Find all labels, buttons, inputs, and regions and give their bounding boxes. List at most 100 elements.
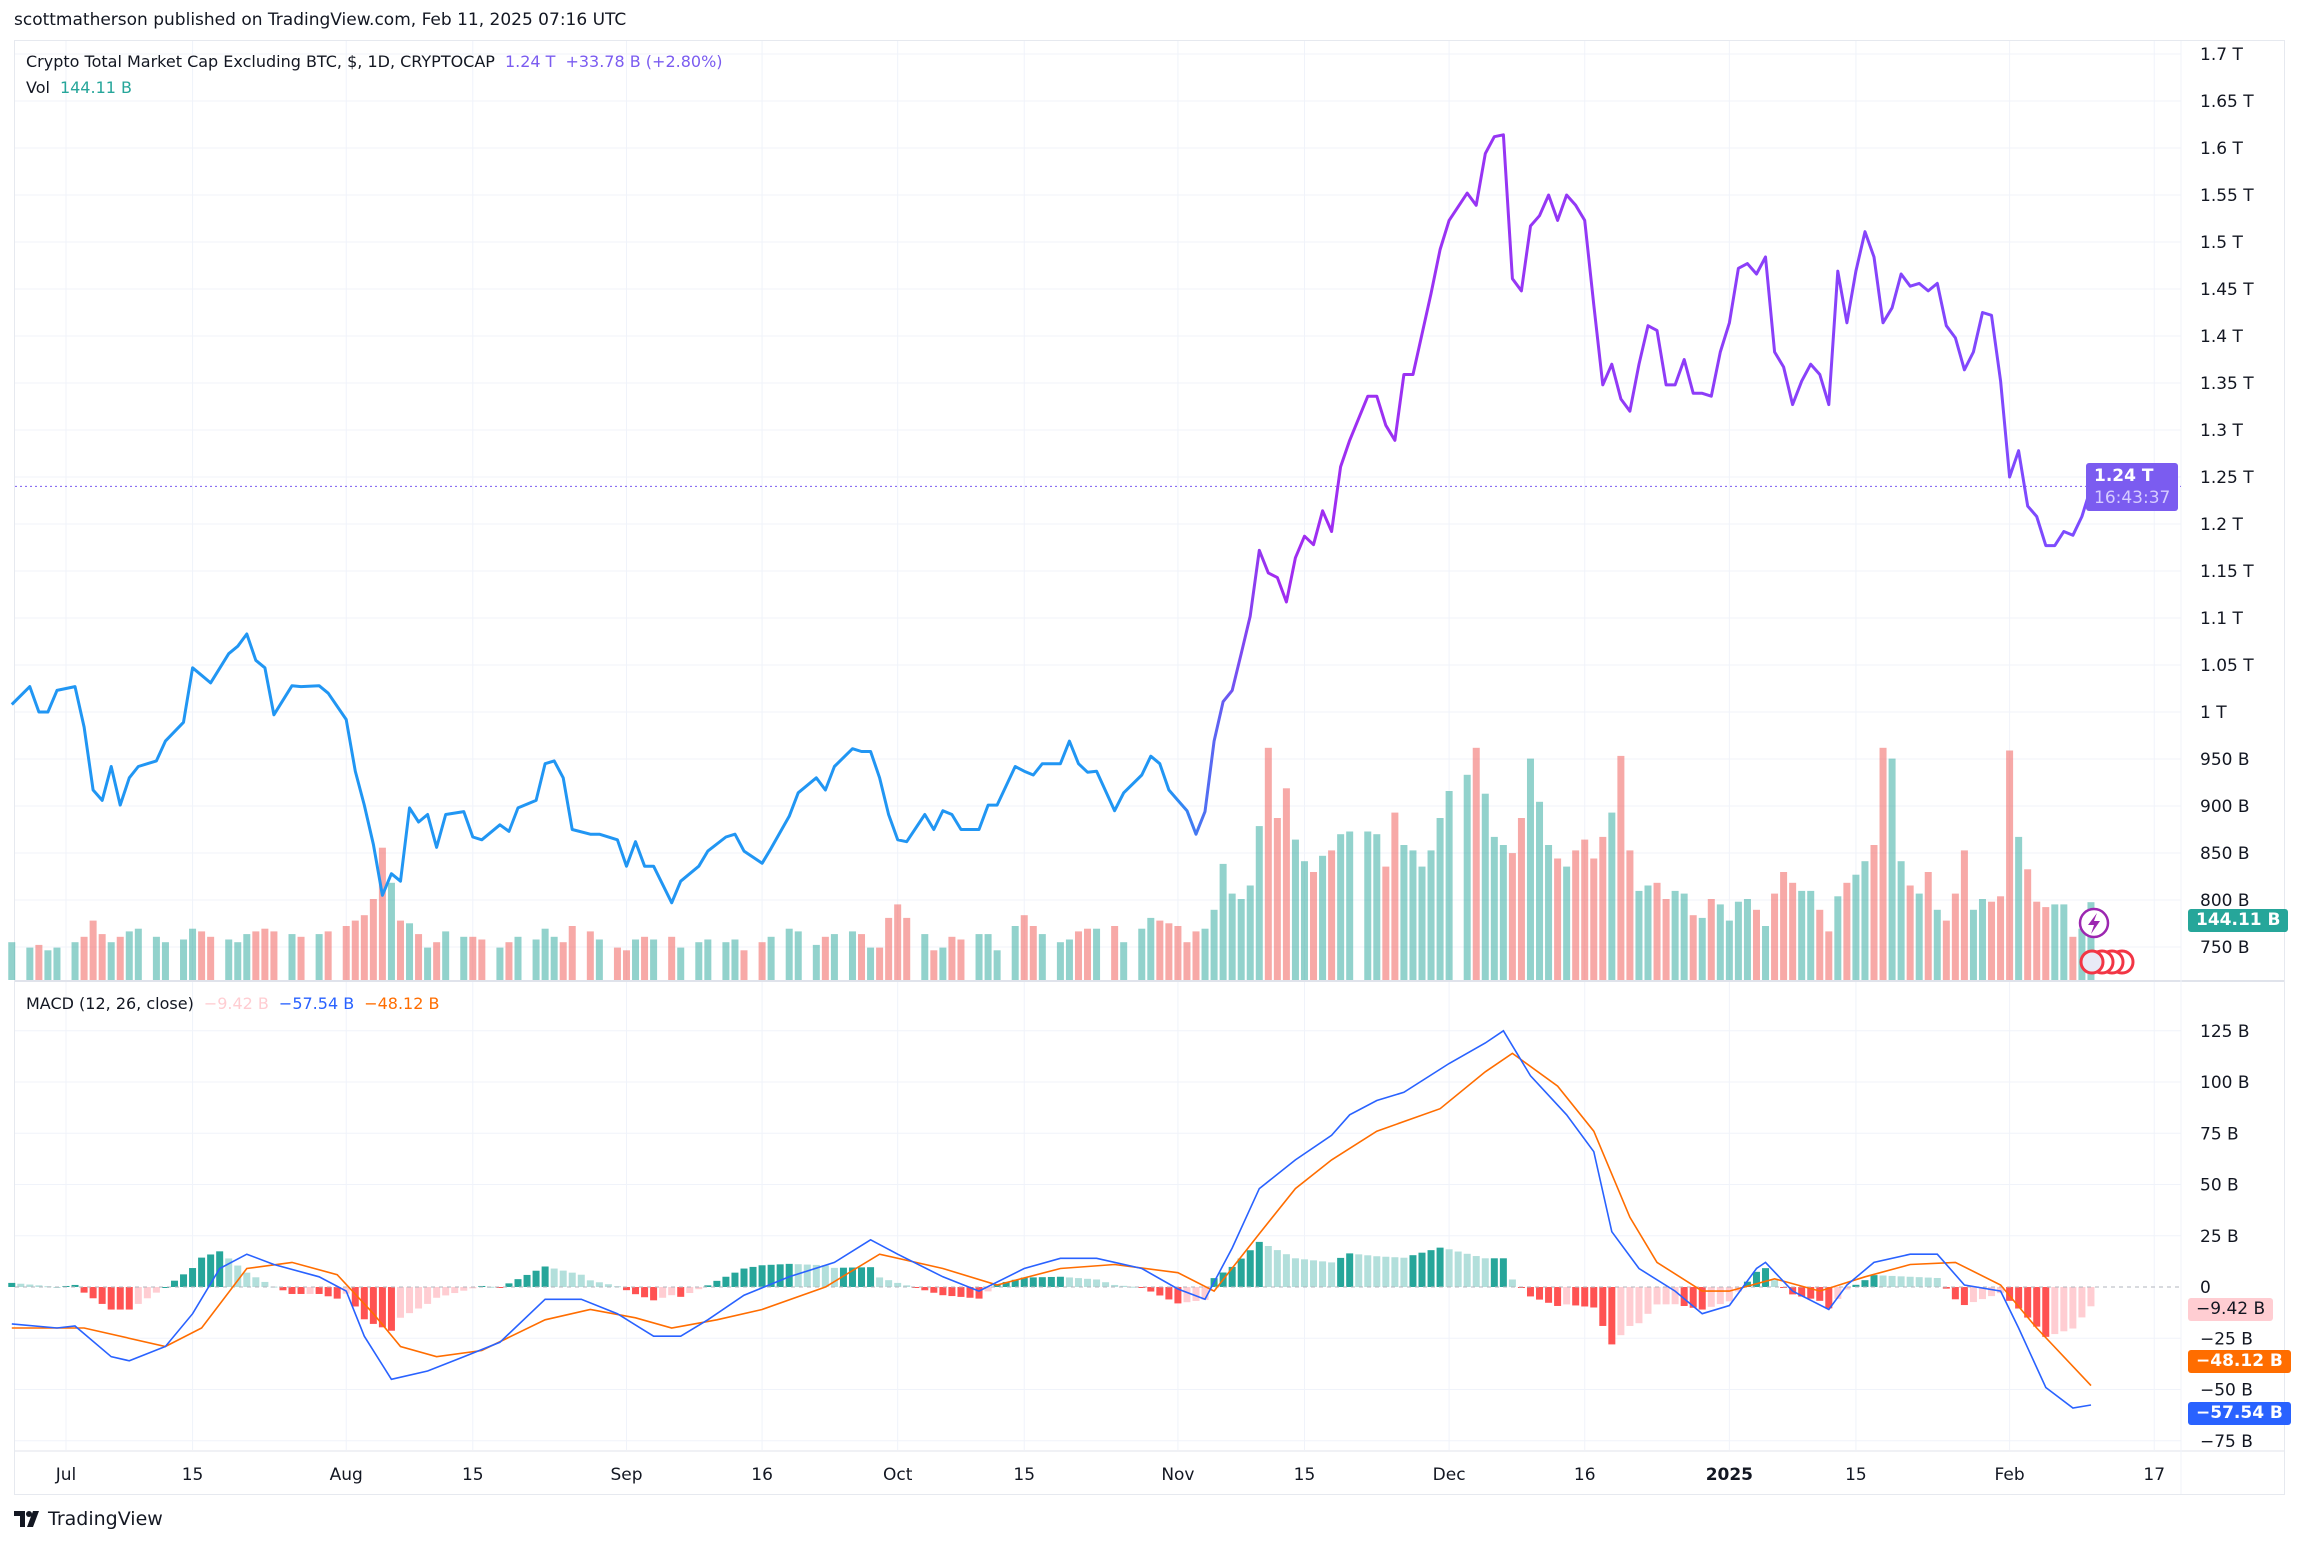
volume-bar: [387, 882, 395, 980]
axis-labels: 1.7 T 1.65 T 1.6 T 1.55 T 1.5 T 1.45 T 1.4 T 1.…: [55, 45, 2255, 1485]
macd-histogram-bar: [2006, 1287, 2014, 1301]
volume-bar: [1762, 926, 1770, 980]
volume-bar: [2069, 936, 2077, 980]
volume-bar: [1635, 890, 1643, 980]
last-price-tag-value: 1.24 T: [2094, 466, 2154, 486]
volume-bar: [794, 931, 802, 980]
volume-bar: [1789, 882, 1797, 980]
volume-bar: [424, 947, 432, 980]
macd-histogram-bar: [1156, 1287, 1164, 1296]
macd-signal-value: −48.12 B: [364, 994, 440, 1013]
macd-histogram-bar: [406, 1287, 414, 1314]
macd-histogram-bar: [1328, 1262, 1336, 1287]
macd-histogram-bar: [885, 1280, 893, 1287]
macd-histogram-bar: [143, 1287, 151, 1299]
macd-legend[interactable]: MACD (12, 26, close) −9.42 B −57.54 B −48.1…: [26, 994, 449, 1013]
macd-histogram-bar: [1978, 1287, 1986, 1300]
macd-histogram-bar: [704, 1285, 712, 1287]
volume-bar: [1743, 899, 1751, 980]
macd-histogram-bar: [1282, 1254, 1290, 1287]
macd-histogram-bar: [1246, 1250, 1254, 1287]
macd-histogram-bar: [1373, 1256, 1381, 1287]
chart-frame: [14, 40, 2285, 1495]
macd-histogram-bar: [785, 1263, 793, 1287]
us-flag-event-icon[interactable]: [2079, 949, 2105, 975]
macd-histogram-bar: [170, 1280, 178, 1287]
volume-bar: [559, 942, 567, 980]
macd-histogram-bar: [1228, 1266, 1236, 1287]
volume-bar: [324, 931, 332, 980]
macd-histogram-bar: [297, 1287, 305, 1294]
vol-value: 144.11 B: [59, 78, 132, 97]
volume-bar: [1364, 831, 1372, 980]
macd-tick-label: 100 B: [2200, 1073, 2250, 1093]
volume-bar: [568, 926, 576, 980]
macd-histogram-bar: [306, 1287, 314, 1294]
time-tick-label: Aug: [330, 1465, 363, 1485]
volume-bar: [80, 936, 88, 980]
macd-histogram-bar: [180, 1274, 188, 1287]
volume-bar: [1400, 845, 1408, 980]
volume-bar: [921, 934, 929, 980]
macd-histogram-bar: [1174, 1287, 1182, 1304]
volume-bar: [1264, 747, 1272, 980]
volume-bar: [948, 936, 956, 980]
events-icons[interactable]: [2078, 907, 2135, 975]
macd-histogram-bar: [1752, 1271, 1760, 1287]
macd-histogram-bar: [1951, 1287, 1959, 1300]
volume-bar: [180, 939, 188, 980]
tradingview-logo[interactable]: TradingView: [14, 1508, 163, 1530]
macd-histogram-bar: [1391, 1257, 1399, 1287]
macd-signal-tag: −48.12 B: [2188, 1350, 2291, 1373]
time-tick-label: 15: [1294, 1465, 1316, 1485]
macd-histogram-bar: [134, 1287, 142, 1304]
volume-bar: [1915, 893, 1923, 980]
volume-bar: [695, 942, 703, 980]
macd-histogram-bar: [1074, 1278, 1082, 1287]
macd-histogram-bar: [695, 1287, 703, 1290]
volume-bar: [207, 936, 215, 980]
volume-bar: [1716, 904, 1724, 980]
macd-histogram-bar: [1843, 1287, 1851, 1290]
macd-histogram-bar: [1563, 1287, 1571, 1305]
volume-bar: [1572, 850, 1580, 980]
macd-histogram-bar: [984, 1287, 992, 1292]
price-tick-label: 1.5 T: [2200, 233, 2243, 253]
time-tick-label: Oct: [883, 1465, 913, 1485]
macd-histogram-bar: [1716, 1287, 1724, 1305]
macd-histogram-bar: [767, 1264, 775, 1287]
macd-histogram-bar: [1725, 1287, 1733, 1302]
volume-bar: [53, 947, 61, 980]
volume-bar: [35, 944, 43, 980]
symbol-legend[interactable]: Crypto Total Market Cap Excluding BTC, $…: [26, 52, 733, 71]
volume-bar: [98, 934, 106, 980]
volume-bar: [2060, 904, 2068, 980]
macd-histogram-bar: [1689, 1287, 1697, 1308]
volume-bar: [44, 950, 52, 980]
volume-bar: [1517, 818, 1525, 980]
macd-histogram-bar: [1255, 1241, 1263, 1287]
volume-bar: [1074, 931, 1082, 980]
volume-bar: [1174, 926, 1182, 980]
macd-histogram-bar: [830, 1267, 838, 1287]
macd-histogram-bar: [189, 1268, 197, 1287]
volume-legend[interactable]: Vol 144.11 B: [26, 78, 142, 97]
macd-histogram-bar: [89, 1287, 97, 1299]
macd-histogram-bar: [62, 1285, 70, 1287]
volume-bar: [1545, 845, 1553, 980]
volume-bar: [1409, 850, 1417, 980]
volume-bar: [1752, 909, 1760, 980]
volume-bar: [1192, 931, 1200, 980]
macd-histogram-bar: [686, 1287, 694, 1294]
volume-bar: [2042, 907, 2050, 980]
price-tick-label: 950 B: [2200, 750, 2250, 770]
macd-line-value: −57.54 B: [278, 994, 355, 1013]
volume-bar: [1183, 942, 1191, 980]
macd-histogram-bar: [1463, 1253, 1471, 1287]
volume-bar: [1490, 836, 1498, 980]
volume-bar: [821, 936, 829, 980]
macd-histogram-bar: [1924, 1277, 1932, 1287]
volume-bar: [1436, 818, 1444, 980]
macd-histogram-bar: [1382, 1256, 1390, 1287]
